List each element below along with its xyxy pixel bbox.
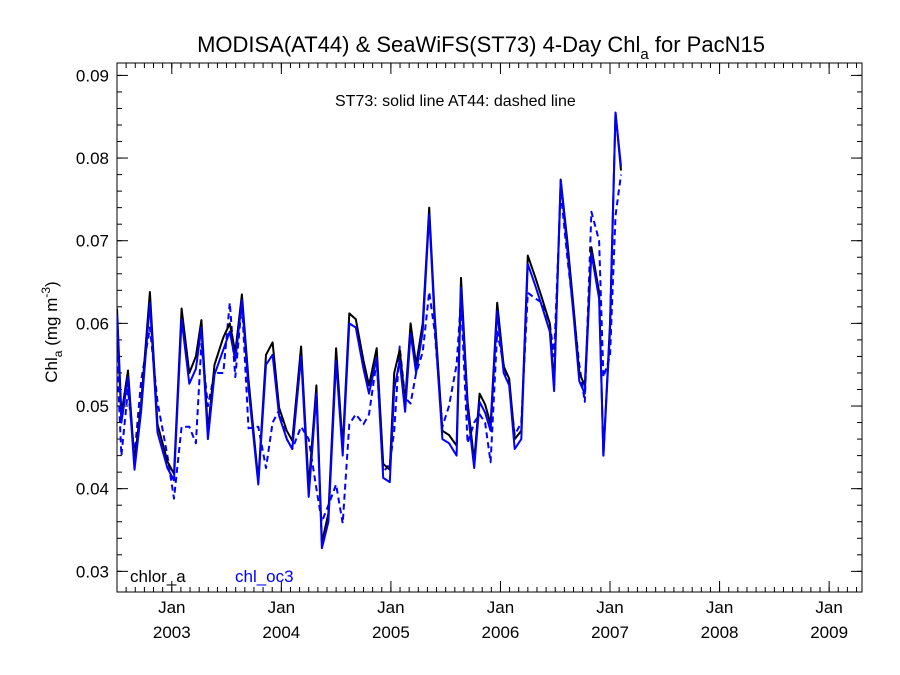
x-tick-year-label: 2009 xyxy=(810,623,848,642)
y-tick-label: 0.09 xyxy=(76,66,109,85)
y-tick-label: 0.04 xyxy=(76,480,109,499)
y-tick-label: 0.07 xyxy=(76,232,109,251)
x-tick-month-label: Jan xyxy=(596,598,623,617)
chart-title: MODISA(AT44) & SeaWiFS(ST73) 4-Day Chla … xyxy=(197,32,765,63)
y-tick-label: 0.06 xyxy=(76,314,109,333)
x-tick-year-label: 2008 xyxy=(701,623,739,642)
y-axis-label: Chla (mg m-3) xyxy=(39,281,65,382)
y-axis: 0.03 0.04 0.05 0.06 0.07 0.08 0.09 xyxy=(76,66,862,581)
legend-item-chl-oc3: chl_oc3 xyxy=(235,567,294,586)
x-tick-month-label: Jan xyxy=(706,598,733,617)
x-tick-month-label: Jan xyxy=(268,598,295,617)
x-tick-month-label: Jan xyxy=(487,598,514,617)
y-tick-label: 0.05 xyxy=(76,397,109,416)
x-tick-year-label: 2007 xyxy=(591,623,629,642)
x-axis: Jan 2003 Jan 2004 Jan 2005 Jan 2006 Jan 2007 Jan 20… xyxy=(116,63,858,642)
series-line-chl-oc3-st73 xyxy=(117,111,622,550)
x-tick-year-label: 2003 xyxy=(153,623,191,642)
legend: chlor_a chl_oc3 xyxy=(130,567,294,586)
x-tick-year-label: 2004 xyxy=(262,623,300,642)
x-tick-year-label: 2005 xyxy=(372,623,410,642)
y-tick-label: 0.03 xyxy=(76,562,109,581)
x-tick-month-label: Jan xyxy=(158,598,185,617)
x-tick-month-label: Jan xyxy=(815,598,842,617)
y-tick-label: 0.08 xyxy=(76,149,109,168)
legend-item-chlor-a: chlor_a xyxy=(130,567,186,586)
series-line-chlor-a-st73 xyxy=(117,111,622,544)
series-line-chl-oc3-at44 xyxy=(117,174,622,525)
series-layer xyxy=(117,111,622,550)
line-style-annotation: ST73: solid line AT44: dashed line xyxy=(335,93,576,110)
x-tick-month-label: Jan xyxy=(377,598,404,617)
x-tick-year-label: 2006 xyxy=(482,623,520,642)
